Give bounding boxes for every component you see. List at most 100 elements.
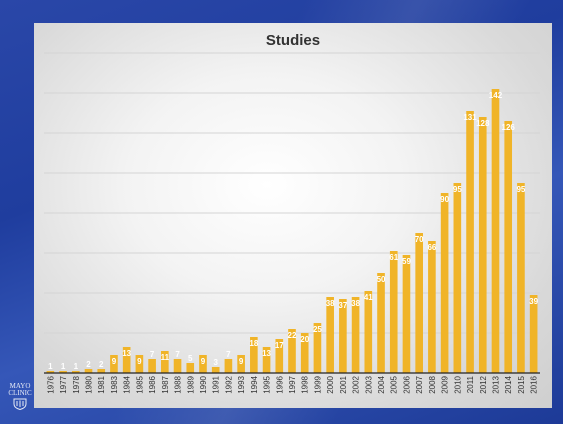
x-tick-label: 2005 <box>390 375 399 393</box>
bar <box>440 193 449 373</box>
x-tick-label: 1999 <box>313 375 322 393</box>
data-label: 95 <box>453 185 462 194</box>
x-tick-label: 2003 <box>364 375 373 393</box>
bar <box>275 339 284 373</box>
bar <box>504 121 513 373</box>
data-label: 13 <box>122 349 131 358</box>
data-label: 38 <box>326 299 335 308</box>
x-tick-label: 2014 <box>504 375 513 393</box>
x-tick-label: 1985 <box>135 375 144 393</box>
x-tick-label: 1978 <box>72 375 81 393</box>
data-label: 37 <box>338 301 347 310</box>
bar <box>402 255 411 373</box>
bar <box>364 291 373 373</box>
data-label: 1 <box>61 362 66 371</box>
x-tick-label: 2012 <box>479 375 488 393</box>
bar <box>466 111 474 373</box>
data-label: 1 <box>48 362 53 371</box>
x-tick-label: 1983 <box>110 375 119 393</box>
data-label: 41 <box>364 293 373 302</box>
logo-text-mayo: MAYO <box>9 382 31 390</box>
data-label: 20 <box>300 335 309 344</box>
x-tick-label: 2015 <box>517 375 526 393</box>
data-label: 25 <box>313 325 322 334</box>
x-tick-label: 2011 <box>466 375 475 393</box>
data-label: 39 <box>529 297 538 306</box>
data-label: 22 <box>288 331 297 340</box>
bar <box>300 333 309 373</box>
data-label: 38 <box>351 299 360 308</box>
bar <box>262 347 271 373</box>
bar <box>415 233 423 373</box>
x-tick-label: 1989 <box>186 375 195 393</box>
x-tick-label: 2013 <box>491 375 500 393</box>
data-label: 7 <box>226 350 231 359</box>
bar <box>46 371 55 373</box>
bar <box>288 329 296 373</box>
bar <box>211 367 220 373</box>
x-tick-label: 2004 <box>377 375 386 393</box>
x-tick-label: 2010 <box>453 375 462 393</box>
data-label: 9 <box>137 357 142 366</box>
x-tick-label: 1988 <box>174 375 183 393</box>
data-label: 66 <box>427 243 436 252</box>
x-tick-label: 2008 <box>428 375 437 393</box>
data-label: 9 <box>239 357 244 366</box>
x-tick-label: 1995 <box>263 375 272 393</box>
mayo-clinic-logo: MAYO CLINIC <box>6 383 34 419</box>
bar <box>478 117 487 373</box>
data-label: 5 <box>188 354 193 363</box>
x-tick-label: 1987 <box>161 375 170 393</box>
x-tick-label: 1997 <box>288 375 297 393</box>
data-label: 7 <box>175 350 180 359</box>
x-tick-label: 1984 <box>123 375 132 393</box>
bar <box>237 355 245 373</box>
bar <box>71 371 80 373</box>
data-label: 2 <box>99 360 104 369</box>
bar <box>491 89 500 373</box>
bar <box>517 183 525 373</box>
chart-title: Studies <box>265 32 321 49</box>
data-label: 95 <box>516 185 525 194</box>
bar <box>97 369 106 373</box>
bar <box>110 355 118 373</box>
x-tick-label: 2000 <box>326 375 335 393</box>
x-tick-label: 2007 <box>415 375 424 393</box>
data-label: 18 <box>249 339 258 348</box>
x-tick-label: 1996 <box>275 375 284 393</box>
chart-panel: Studies 1 1976 1 1977 1 1978 2 1980 2 1981 9 1983 13… <box>34 23 552 408</box>
x-tick-label: 2009 <box>441 375 450 393</box>
bar <box>186 363 195 373</box>
x-tick-label: 1992 <box>224 375 233 393</box>
x-tick-label: 1980 <box>85 375 94 393</box>
data-label: 90 <box>440 195 449 204</box>
data-label: 128 <box>476 119 490 128</box>
x-tick-label: 1993 <box>237 375 246 393</box>
data-label: 17 <box>275 341 284 350</box>
data-label: 2 <box>86 360 91 369</box>
bar <box>135 355 144 373</box>
bar <box>453 183 462 373</box>
data-label: 9 <box>112 357 117 366</box>
data-label: 59 <box>402 257 411 266</box>
data-label: 7 <box>150 350 155 359</box>
bar <box>84 369 93 373</box>
bar <box>326 297 334 373</box>
x-tick-label: 1991 <box>212 375 221 393</box>
mayo-shield-icon <box>13 398 27 410</box>
x-tick-label: 2016 <box>530 375 539 393</box>
bar <box>250 337 258 373</box>
data-label: 1 <box>74 362 79 371</box>
x-tick-label: 1994 <box>250 375 259 393</box>
x-tick-label: 1981 <box>97 375 106 393</box>
x-tick-label: 2001 <box>339 375 348 393</box>
data-label: 9 <box>201 357 206 366</box>
data-label: 131 <box>463 113 477 122</box>
bar <box>122 347 131 373</box>
x-tick-label: 1998 <box>301 375 310 393</box>
x-tick-label: 2006 <box>402 375 411 393</box>
bar <box>428 241 436 373</box>
bar <box>313 323 322 373</box>
bar <box>148 359 156 373</box>
bar <box>351 297 360 373</box>
